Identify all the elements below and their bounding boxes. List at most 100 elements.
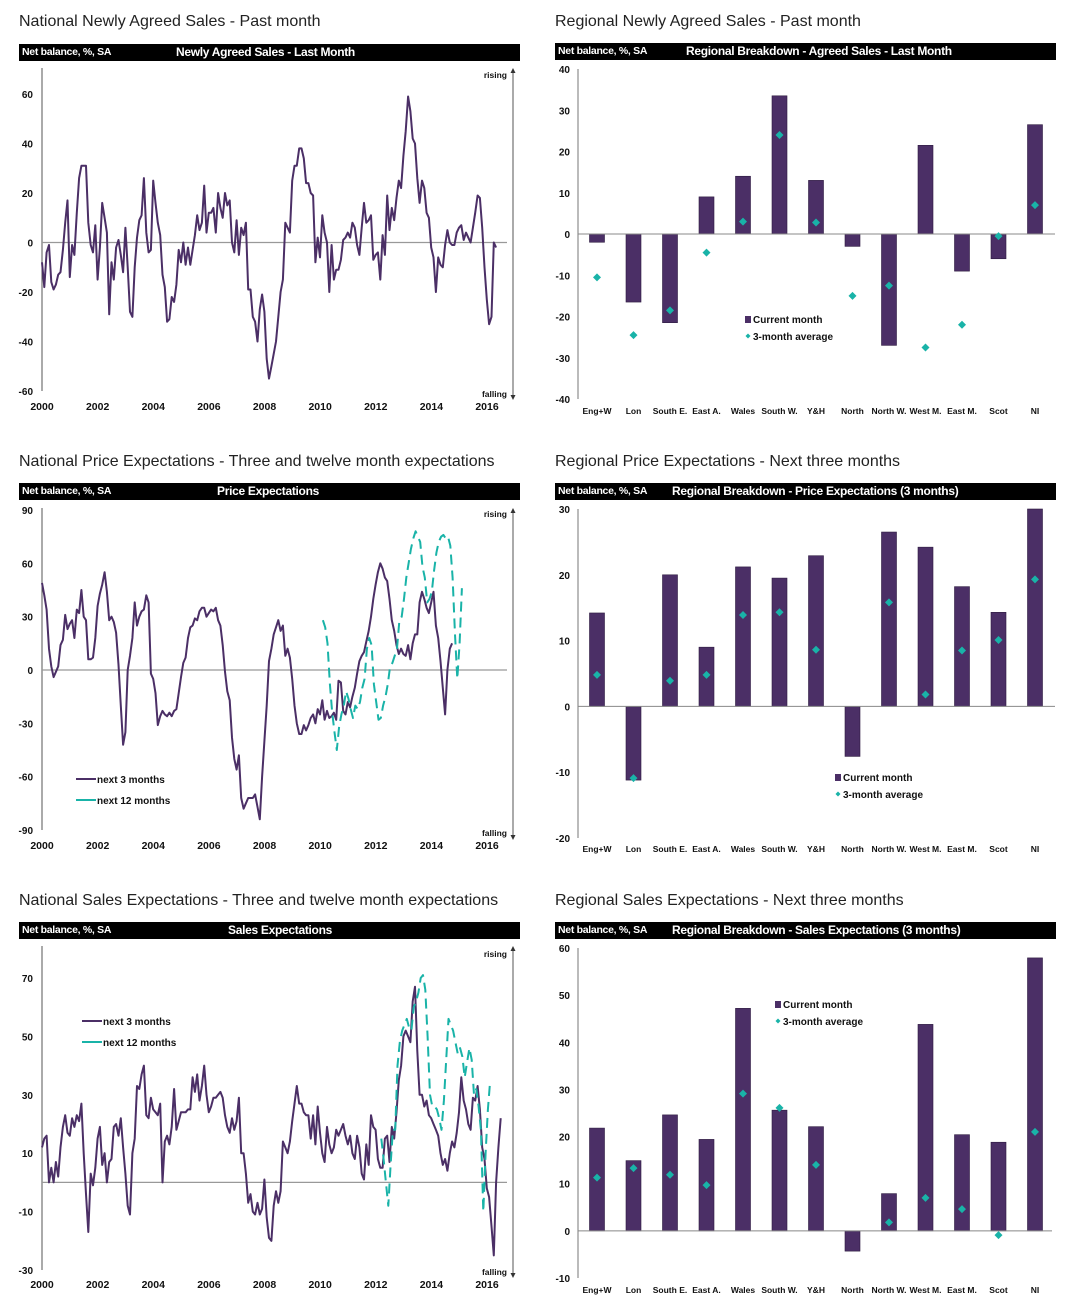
avg-marker-y-h: [812, 218, 820, 227]
avg-marker-scot: [994, 635, 1003, 644]
chart-title: Sales Expectations: [228, 923, 332, 937]
y-tick-label: -10: [556, 1274, 571, 1285]
x-tick-label: 2012: [364, 840, 388, 852]
avg-marker-wales: [739, 217, 747, 226]
series-line-newly-agreed-sales: [41, 95, 498, 380]
x-tick-label: 2014: [420, 840, 444, 852]
x-tick-label: 2008: [253, 401, 277, 413]
y-tick-label: 30: [559, 106, 571, 117]
legend-label: next 12 months: [97, 796, 171, 807]
x-tick-label: 2008: [253, 840, 277, 852]
x-tick-label: 2010: [308, 840, 332, 852]
y-tick-label: -10: [556, 271, 571, 282]
avg-marker-north: [848, 291, 857, 300]
avg-marker-wales: [739, 610, 747, 619]
x-tick-label: 2006: [197, 1279, 221, 1291]
x-category-label: North: [841, 406, 864, 416]
y-tick-label: 50: [22, 1032, 34, 1043]
x-category-label: NI: [1031, 1285, 1040, 1295]
chart-title: Price Expectations: [217, 484, 319, 498]
x-category-label: West M.: [910, 406, 942, 416]
legend-swatch-average: [835, 791, 841, 797]
y-tick-label: 20: [559, 148, 571, 159]
unit-label: Net balance, %, SA: [22, 46, 112, 58]
avg-marker-south-w-: [775, 1103, 784, 1112]
bar-scot: [990, 1141, 1007, 1232]
avg-marker-west-m-: [921, 690, 930, 699]
y-tick-label: 60: [22, 559, 34, 570]
avg-marker-east-m-: [958, 320, 966, 329]
x-category-label: Lon: [626, 844, 642, 854]
y-tick-label: -60: [19, 773, 34, 784]
avg-marker-wales: [739, 1089, 747, 1098]
y-tick-label: -20: [556, 834, 571, 845]
arrow-up-icon: [510, 68, 516, 73]
y-tick-label: 0: [564, 702, 570, 713]
x-tick-label: 2002: [86, 401, 110, 413]
series-line-next-3-months: [41, 562, 454, 821]
x-tick-label: 2002: [86, 840, 110, 852]
unit-label: Net balance, %, SA: [22, 924, 112, 936]
avg-marker-south-e-: [666, 1170, 674, 1179]
legend-swatch-current: [745, 316, 751, 323]
x-category-label: South W.: [761, 406, 797, 416]
x-category-label: Eng+W: [582, 844, 612, 854]
chart-title: Regional Breakdown - Price Expectations …: [672, 484, 959, 498]
chart-header-regional-price-expectations: Net balance, %, SA Regional Breakdown - …: [555, 483, 1056, 500]
x-category-label: Wales: [731, 406, 756, 416]
y-tick-label: 0: [564, 230, 570, 241]
arrow-up-icon: [510, 946, 516, 951]
avg-marker-south-e-: [666, 676, 674, 685]
x-category-label: Eng+W: [582, 1285, 612, 1295]
series-line-next-3-months: [41, 985, 502, 1257]
x-category-label: NI: [1031, 406, 1040, 416]
x-category-label: East M.: [947, 1285, 977, 1295]
avg-marker-y-h: [812, 1160, 820, 1169]
chart-header-regional-agreed-sales: Net balance, %, SA Regional Breakdown - …: [555, 43, 1056, 60]
x-category-label: NI: [1031, 844, 1040, 854]
avg-marker-west-m-: [921, 343, 930, 352]
avg-marker-y-h: [812, 645, 820, 654]
y-tick-label: 30: [22, 1091, 34, 1102]
legend-label: next 3 months: [97, 775, 165, 786]
legend-swatch-current: [835, 774, 841, 781]
x-category-label: East M.: [947, 406, 977, 416]
x-tick-label: 2008: [253, 1279, 277, 1291]
unit-label: Net balance, %, SA: [558, 485, 648, 497]
series-line-next-12-months: [321, 530, 463, 751]
arrow-down-icon: [510, 395, 516, 400]
legend-label: next 12 months: [103, 1038, 177, 1049]
y-tick-label: -90: [19, 826, 34, 837]
x-tick-label: 2010: [308, 1279, 332, 1291]
unit-label: Net balance, %, SA: [558, 924, 648, 936]
avg-marker-north-w-: [885, 281, 893, 290]
x-category-label: East A.: [692, 406, 721, 416]
y-tick-label: 10: [559, 189, 571, 200]
bar-y-h: [808, 1126, 824, 1232]
avg-marker-east-m-: [958, 646, 966, 655]
legend-label: next 3 months: [103, 1017, 171, 1028]
x-category-label: Y&H: [807, 406, 825, 416]
y-tick-label: 50: [559, 991, 571, 1002]
x-category-label: South W.: [761, 1285, 797, 1295]
avg-marker-ni: [1031, 201, 1039, 210]
avg-marker-ni: [1031, 1127, 1039, 1136]
x-tick-label: 2014: [420, 401, 444, 413]
x-category-label: South E.: [653, 406, 687, 416]
y-tick-label: -20: [556, 313, 571, 324]
x-tick-label: 2016: [475, 1279, 499, 1291]
panel-title-national-sales-expectations: National Sales Expectations - Three and …: [19, 892, 499, 909]
avg-marker-west-m-: [921, 1193, 930, 1202]
arrow-down-icon: [510, 835, 516, 840]
x-category-label: Wales: [731, 844, 756, 854]
x-tick-label: 2004: [142, 401, 166, 413]
avg-marker-scot: [994, 232, 1003, 241]
y-tick-label: 30: [559, 1085, 571, 1096]
x-category-label: North: [841, 844, 864, 854]
x-tick-label: 2012: [364, 401, 388, 413]
chart-header-national-sales-expectations: Net balance, %, SA Sales Expectations: [19, 922, 520, 939]
